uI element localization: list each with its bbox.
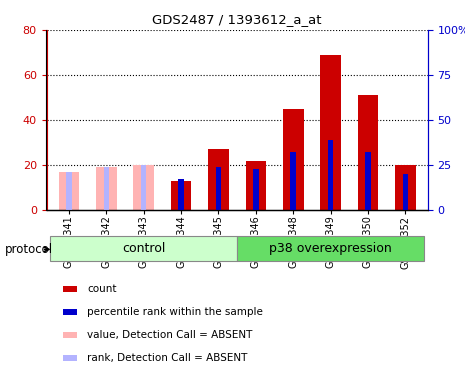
Bar	[66, 172, 72, 210]
Bar	[365, 152, 371, 210]
Bar	[246, 160, 266, 210]
Bar	[63, 309, 77, 315]
Bar	[291, 152, 296, 210]
Bar	[253, 169, 259, 210]
Bar	[133, 165, 154, 210]
Bar	[216, 167, 221, 210]
Bar	[104, 167, 109, 210]
Bar	[395, 165, 416, 210]
Bar	[59, 172, 79, 210]
Bar	[171, 181, 192, 210]
Text: control: control	[122, 242, 166, 255]
Bar	[208, 149, 229, 210]
Bar	[328, 140, 333, 210]
Bar	[283, 109, 304, 210]
Title: GDS2487 / 1393612_a_at: GDS2487 / 1393612_a_at	[153, 13, 322, 26]
Bar	[237, 236, 424, 261]
Bar	[50, 236, 237, 261]
Text: count: count	[87, 284, 117, 294]
Bar	[141, 165, 146, 210]
Bar	[63, 286, 77, 292]
Bar	[178, 179, 184, 210]
Bar	[358, 95, 378, 210]
Text: p38 overexpression: p38 overexpression	[269, 242, 392, 255]
Bar	[96, 167, 117, 210]
Bar	[320, 55, 341, 210]
Text: percentile rank within the sample: percentile rank within the sample	[87, 307, 263, 317]
Bar	[63, 332, 77, 338]
Bar	[63, 355, 77, 362]
Text: value, Detection Call = ABSENT: value, Detection Call = ABSENT	[87, 330, 253, 340]
Text: rank, Detection Call = ABSENT: rank, Detection Call = ABSENT	[87, 353, 248, 363]
Bar	[403, 174, 408, 210]
Text: protocol: protocol	[5, 243, 53, 256]
